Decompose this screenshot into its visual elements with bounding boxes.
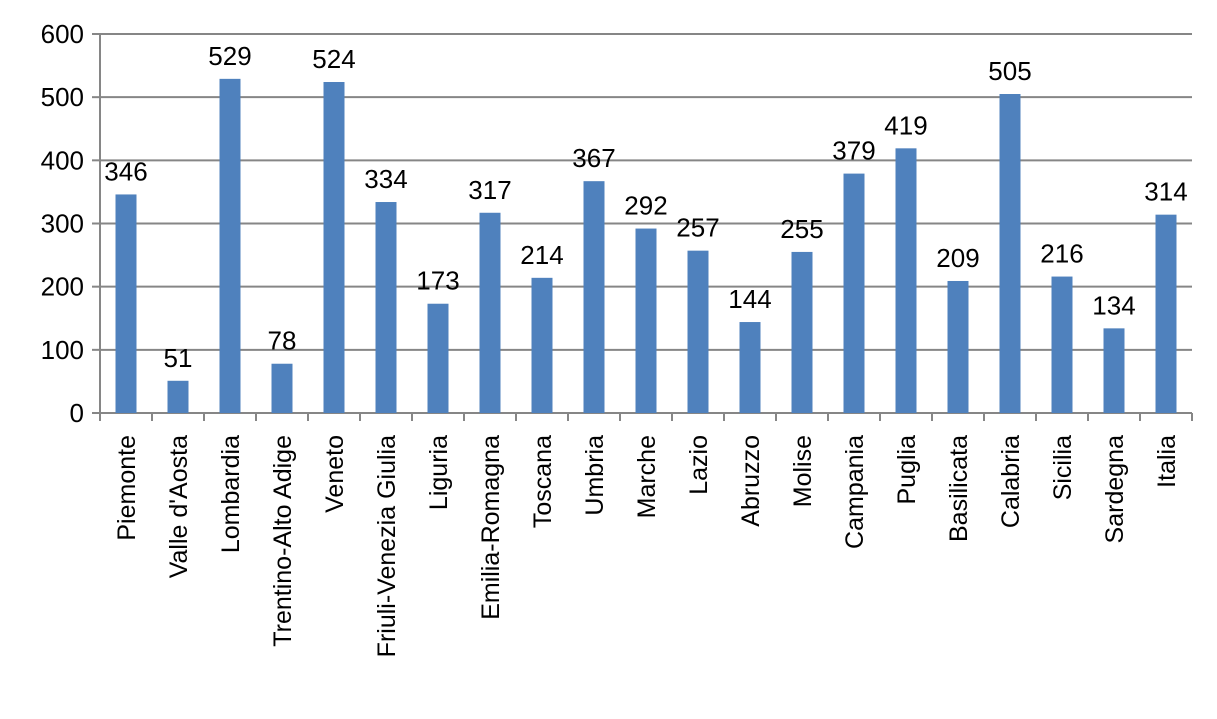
bar: [115, 194, 137, 413]
y-tick-label: 400: [41, 145, 84, 175]
bar: [999, 94, 1021, 413]
bar: [1155, 214, 1177, 413]
x-tick-label: Lazio: [685, 435, 713, 495]
data-labels: 346 51 529 78 524 334 173 317 214 367 292 257 144 255…: [104, 41, 1187, 373]
data-label: 292: [624, 191, 667, 221]
data-label: 314: [1144, 177, 1187, 207]
bar: [375, 202, 397, 413]
bar: [479, 212, 501, 413]
x-tick-label: Puglia: [893, 435, 921, 505]
data-label: 173: [416, 266, 459, 296]
x-tick-label: Piemonte: [113, 435, 141, 541]
y-tick-label: 200: [41, 272, 84, 302]
x-tick-label: Campania: [841, 435, 869, 549]
data-label: 209: [936, 243, 979, 273]
x-tick-label: Calabria: [997, 435, 1025, 528]
bar: [687, 250, 709, 413]
bar: [1051, 276, 1073, 413]
data-label: 419: [884, 110, 927, 140]
data-label: 379: [832, 136, 875, 166]
data-label: 524: [312, 44, 355, 74]
data-label: 334: [364, 164, 407, 194]
x-tick-label: Emilia-Romagna: [477, 435, 505, 620]
x-tick-label: Abruzzo: [737, 435, 765, 527]
x-tick-label: Lombardia: [217, 435, 245, 553]
x-tick-label: Trentino-Alto Adige: [269, 435, 297, 647]
bar: [323, 82, 345, 414]
bar: [1103, 328, 1125, 413]
bar: [895, 148, 917, 413]
x-tick-label: Sicilia: [1049, 435, 1077, 500]
data-label: 216: [1040, 239, 1083, 269]
x-axis-tick-labels: Piemonte Valle d'Aosta Lombardia Trentino-A…: [113, 435, 1181, 657]
bar: [843, 173, 865, 413]
data-label: 51: [164, 343, 193, 373]
x-tick-label: Toscana: [529, 435, 557, 528]
data-label: 346: [104, 156, 147, 186]
x-tick-label: Italia: [1153, 435, 1181, 488]
bar: [427, 303, 449, 413]
data-label: 134: [1092, 290, 1135, 320]
data-label: 529: [208, 41, 251, 71]
data-label: 78: [268, 326, 297, 356]
bar: [947, 280, 969, 413]
data-label: 505: [988, 56, 1031, 86]
y-axis-tick-labels: 0 100 200 300 400 500 600: [41, 19, 84, 428]
bar: [167, 380, 189, 413]
y-tick-label: 500: [41, 82, 84, 112]
bar: [791, 251, 813, 413]
x-tick-label: Umbria: [581, 435, 609, 516]
x-tick-label: Molise: [789, 435, 817, 507]
data-label: 214: [520, 240, 563, 270]
bar: [219, 78, 241, 414]
y-tick-label: 100: [41, 335, 84, 365]
x-tick-label: Liguria: [425, 435, 453, 510]
data-label: 257: [676, 213, 719, 243]
data-label: 367: [572, 143, 615, 173]
x-tick-label: Sardegna: [1101, 435, 1129, 544]
data-label: 144: [728, 284, 771, 314]
x-tick-label: Veneto: [321, 435, 349, 513]
bar: [739, 322, 761, 413]
bar: [635, 228, 657, 413]
bars: [115, 78, 1177, 414]
x-tick-label: Valle d'Aosta: [165, 435, 193, 578]
y-tick-label: 0: [70, 398, 84, 428]
data-label: 317: [468, 175, 511, 205]
y-tick-label: 600: [41, 19, 84, 49]
bar: [271, 363, 293, 413]
bar: [583, 181, 605, 413]
bar: [531, 277, 553, 413]
data-label: 255: [780, 214, 823, 244]
x-tick-label: Friuli-Venezia Giulia: [373, 435, 401, 657]
y-tick-label: 300: [41, 209, 84, 239]
x-tick-label: Basilicata: [945, 435, 973, 542]
x-tick-label: Marche: [633, 435, 661, 518]
